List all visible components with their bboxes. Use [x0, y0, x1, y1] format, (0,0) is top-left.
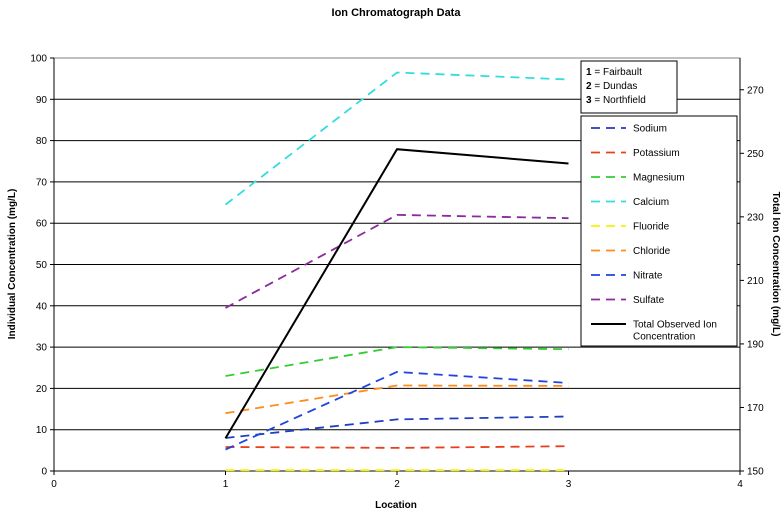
- y2-tick-label: 150: [747, 467, 764, 478]
- y-tick-label: 70: [36, 177, 48, 188]
- x-tick-label: 2: [394, 479, 400, 490]
- y2-tick-label: 270: [747, 85, 764, 96]
- y2-tick-label: 250: [747, 149, 764, 160]
- y2-tick-label: 170: [747, 403, 764, 414]
- legend: Sodium Potassium Magnesium Calcium Fluoride C…: [580, 115, 738, 347]
- legend-label: Potassium: [633, 148, 680, 159]
- series-line-sodium: [225, 415, 569, 439]
- y-axis-label: Individual Concentration (mg/L): [7, 189, 18, 340]
- legend-label: Nitrate: [633, 271, 663, 282]
- legend-label: Sodium: [633, 124, 667, 135]
- y-tick-label: 0: [41, 467, 47, 478]
- location-key-item: 2 = Dundas: [586, 81, 637, 92]
- y-tick-label: 90: [36, 95, 48, 106]
- y2-tick-label: 230: [747, 212, 764, 223]
- y-tick-label: 30: [36, 343, 48, 354]
- y2-axis-label: Total Ion Concentration (mg/L): [770, 192, 781, 337]
- x-tick-label: 0: [51, 479, 57, 490]
- series-line-potassium: [225, 445, 569, 449]
- x-tick-label: 3: [566, 479, 572, 490]
- y-tick-label: 20: [36, 384, 48, 395]
- x-tick-label: 1: [223, 479, 229, 490]
- legend-label: Chloride: [633, 246, 671, 257]
- y2-tick-label: 190: [747, 339, 764, 350]
- location-key-item: 1 = Fairbault: [586, 67, 642, 78]
- series-line-calcium: [224, 71, 569, 206]
- y-tick-label: 80: [36, 136, 48, 147]
- series-line-sulfate: [225, 213, 569, 309]
- y-tick-label: 50: [36, 260, 48, 271]
- y-tick-label: 100: [30, 54, 47, 65]
- series-line-nitrate: [225, 370, 569, 451]
- series-line-magnesium: [225, 346, 569, 377]
- chart-title: Ion Chromatograph Data: [332, 7, 462, 19]
- y-tick-label: 60: [36, 219, 48, 230]
- series-line-chloride: [225, 384, 569, 415]
- legend-label: Sulfate: [633, 295, 665, 306]
- location-key-item: 3 = Northfield: [586, 95, 646, 106]
- y2-tick-label: 210: [747, 276, 764, 287]
- y-tick-label: 40: [36, 301, 48, 312]
- location-key-box: [580, 60, 678, 114]
- y-tick-label: 10: [36, 425, 48, 436]
- x-tick-label: 4: [737, 479, 743, 490]
- series-lines: [224, 71, 569, 472]
- legend-box: [580, 115, 738, 347]
- location-key: 1 = Fairbault 2 = Dundas 3 = Northfield: [580, 60, 678, 114]
- legend-label: Total Observed Ion Concentration: [633, 320, 717, 343]
- legend-label: Fluoride: [633, 222, 670, 233]
- series-line-total-observed-ion-concentration: [224, 148, 569, 439]
- gridlines: [54, 98, 740, 431]
- x-axis-label: Location: [375, 500, 417, 511]
- legend-label: Calcium: [633, 197, 669, 208]
- legend-label: Magnesium: [633, 173, 685, 184]
